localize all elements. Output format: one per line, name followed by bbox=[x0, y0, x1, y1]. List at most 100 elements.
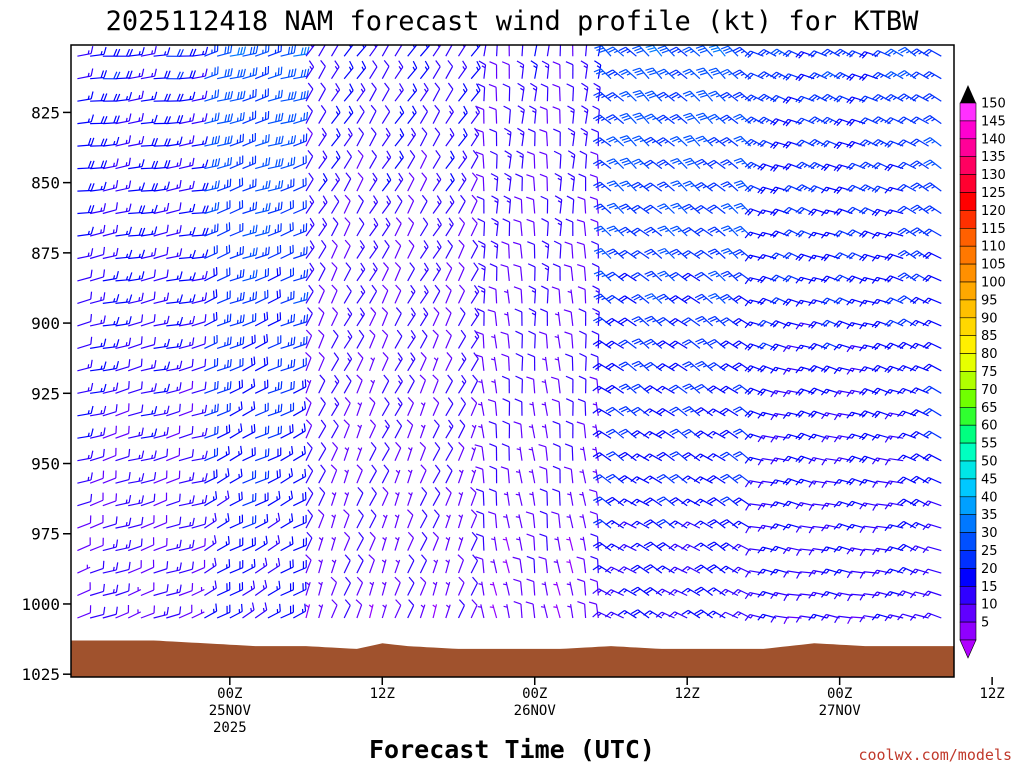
wind-barb bbox=[140, 137, 159, 147]
wind-barb bbox=[897, 341, 917, 350]
wind-barb bbox=[744, 184, 764, 193]
wind-barb bbox=[229, 314, 245, 327]
wind-barb bbox=[229, 537, 244, 552]
wind-barb bbox=[593, 181, 612, 192]
wind-barb bbox=[707, 226, 726, 237]
wind-barb bbox=[153, 224, 169, 237]
wind-barb bbox=[643, 519, 663, 529]
wind-barb bbox=[419, 576, 427, 596]
wind-barb bbox=[539, 106, 548, 124]
wind-barb bbox=[833, 478, 853, 486]
wind-barb bbox=[216, 157, 233, 170]
colorbar-label: 5 bbox=[981, 616, 989, 631]
wind-barb bbox=[204, 135, 221, 147]
wind-barb bbox=[318, 397, 326, 417]
wind-barb bbox=[242, 247, 258, 260]
wind-barb bbox=[552, 83, 561, 102]
wind-barb bbox=[445, 105, 454, 124]
wind-barb bbox=[617, 610, 637, 619]
wind-barb bbox=[821, 71, 841, 80]
wind-barb bbox=[356, 554, 364, 574]
wind-barb bbox=[356, 352, 364, 372]
wind-barb bbox=[576, 556, 587, 574]
wind-barb bbox=[630, 227, 650, 237]
wind-barb bbox=[356, 45, 367, 57]
wind-barb bbox=[491, 217, 499, 237]
wind-barb bbox=[504, 289, 510, 304]
wind-barb bbox=[528, 424, 536, 439]
colorbar-label: 105 bbox=[981, 258, 1006, 273]
wind-barb bbox=[630, 609, 650, 619]
colorbar-swatch bbox=[959, 442, 977, 462]
wind-barb bbox=[539, 151, 548, 169]
wind-barb bbox=[115, 425, 130, 439]
wind-barb bbox=[216, 446, 230, 462]
wind-barb bbox=[128, 205, 146, 215]
wind-barb bbox=[394, 419, 403, 439]
wind-barb bbox=[242, 178, 257, 192]
wind-barb bbox=[115, 448, 131, 462]
wind-barb bbox=[102, 115, 120, 125]
wind-barb bbox=[369, 509, 377, 529]
wind-barb bbox=[487, 309, 498, 326]
wind-barb bbox=[696, 67, 714, 80]
wind-barb bbox=[216, 290, 231, 304]
wind-barb bbox=[369, 195, 379, 214]
wind-barb bbox=[255, 246, 270, 260]
wind-barb bbox=[153, 470, 168, 484]
wind-barb bbox=[720, 159, 739, 170]
wind-barb bbox=[458, 150, 468, 169]
wind-barb bbox=[229, 291, 245, 304]
wind-barb bbox=[656, 473, 675, 484]
wind-barb bbox=[592, 159, 612, 170]
wind-barb bbox=[577, 286, 587, 304]
wind-barb bbox=[528, 307, 537, 326]
wind-barb bbox=[394, 599, 402, 619]
wind-barb bbox=[178, 249, 196, 260]
wind-barb bbox=[242, 401, 256, 417]
colorbar-label: 110 bbox=[981, 240, 1006, 255]
wind-barb bbox=[897, 272, 917, 282]
wind-barb bbox=[846, 322, 866, 330]
wind-barb bbox=[267, 425, 283, 439]
wind-barb bbox=[140, 314, 156, 327]
wind-barb bbox=[619, 157, 637, 170]
wind-barb bbox=[580, 60, 589, 79]
wind-barb bbox=[394, 172, 404, 192]
wind-barb bbox=[77, 515, 92, 529]
wind-barb bbox=[909, 475, 929, 484]
colorbar-swatch bbox=[959, 335, 977, 354]
wind-barb bbox=[795, 366, 815, 374]
wind-barb bbox=[280, 536, 294, 552]
wind-barb bbox=[330, 352, 340, 372]
wind-barb bbox=[394, 239, 402, 259]
wind-barb bbox=[694, 520, 713, 529]
wind-barb bbox=[369, 45, 379, 57]
x-tick-label: 27NOV bbox=[819, 703, 862, 719]
wind-barb bbox=[229, 514, 244, 529]
wind-barb bbox=[871, 613, 891, 621]
wind-barb bbox=[90, 361, 107, 372]
wind-barb bbox=[242, 45, 259, 57]
wind-barb bbox=[470, 576, 478, 596]
wind-barb bbox=[343, 217, 351, 237]
wind-barb bbox=[318, 217, 328, 237]
wind-barb bbox=[140, 160, 159, 170]
wind-barb bbox=[669, 428, 688, 439]
wind-barb bbox=[720, 181, 739, 192]
wind-barb bbox=[229, 246, 244, 260]
wind-barb bbox=[770, 479, 789, 487]
wind-barb bbox=[859, 344, 878, 352]
wind-barb bbox=[331, 172, 341, 192]
wind-barb bbox=[343, 576, 351, 596]
wind-barb bbox=[514, 308, 523, 326]
wind-barb bbox=[470, 194, 478, 214]
wind-barb bbox=[871, 139, 891, 147]
wind-barb bbox=[833, 390, 853, 398]
wind-barb bbox=[542, 356, 548, 371]
x-tick-label: 00Z bbox=[217, 686, 242, 702]
wind-barb bbox=[432, 150, 441, 169]
wind-barb bbox=[343, 330, 353, 349]
x-tick-label: 00Z bbox=[827, 686, 852, 702]
wind-barb bbox=[166, 339, 183, 349]
